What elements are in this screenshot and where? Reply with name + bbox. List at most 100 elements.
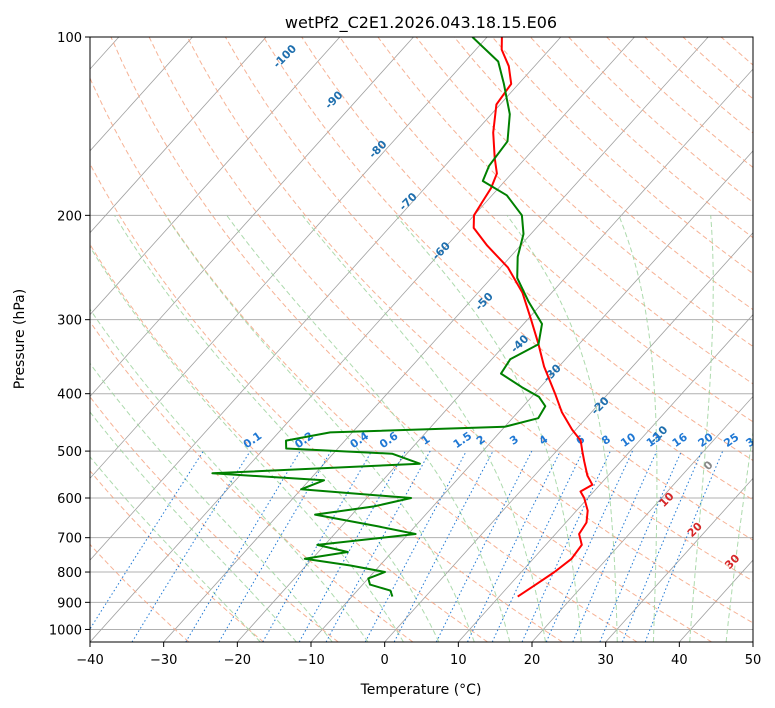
isotherm-line	[90, 37, 562, 561]
dry-adiabat-line	[90, 162, 563, 642]
dry-adiabat-line	[568, 37, 753, 203]
mixing-ratio-line	[621, 450, 703, 642]
mixing-ratio-line	[644, 450, 724, 642]
isotherm-line	[384, 232, 753, 642]
isotherm-line	[531, 395, 753, 642]
isotherm-line	[458, 313, 753, 642]
x-axis-ticks: −40 −30 −20 −10 0 10 20 30 40 50	[76, 642, 761, 668]
y-tick-label: 1000	[49, 623, 82, 638]
x-tick-label: −20	[224, 653, 251, 668]
isotherm-line	[90, 37, 193, 152]
x-tick-label: 50	[745, 653, 762, 668]
dry-adiabat-line	[90, 76, 638, 642]
dry-adiabat-label: -80	[366, 138, 389, 161]
moist-adiabat-line	[90, 411, 297, 642]
dry-adiabat-label: -20	[589, 394, 612, 417]
dry-adiabat-line	[110, 37, 712, 642]
mixing-ratio-line	[545, 450, 633, 642]
mixing-ratio-label: 8	[599, 433, 613, 448]
dry-adiabat-line	[90, 543, 190, 642]
dry-adiabat-line	[263, 37, 753, 501]
mixing-ratio-line	[467, 450, 561, 642]
dry-adiabat-line	[90, 396, 339, 642]
y-tick-label: 800	[57, 566, 82, 581]
mixing-ratio-label: 30	[743, 430, 763, 450]
isotherm-line	[90, 37, 488, 479]
dry-adiabat-line	[90, 320, 414, 642]
y-tick-label: 600	[57, 492, 82, 507]
dry-adiabat-line	[90, 470, 264, 642]
isotherm-line	[90, 37, 414, 398]
mixing-ratio-line	[90, 450, 204, 630]
mixing-ratio-label: 1	[419, 433, 433, 448]
mixing-ratio-lines	[90, 450, 724, 642]
chart-title: wetPf2_C2E1.2026.043.18.15.E06	[285, 13, 557, 33]
temperature-profile-line	[472, 37, 594, 598]
mixing-ratio-line	[185, 450, 301, 642]
isotherm-gridlines	[90, 37, 753, 642]
dry-adiabat-line	[606, 37, 753, 169]
isotherm-line	[90, 37, 635, 642]
mixing-ratio-label: 16	[670, 430, 690, 450]
moist-adiabat-label: 10	[657, 490, 677, 510]
y-tick-label: 500	[57, 445, 82, 460]
moist-adiabat-line	[90, 245, 404, 642]
y-tick-label: 300	[57, 314, 82, 329]
x-tick-label: 40	[671, 653, 688, 668]
dewpoint-profile-line	[211, 37, 547, 597]
y-axis-label: Pressure (hPa)	[12, 289, 28, 389]
mixing-ratio-line	[325, 450, 431, 642]
dry-adiabat-line	[224, 37, 753, 541]
moist-adiabat-line	[226, 215, 511, 642]
moist-adiabat-label: 20	[685, 520, 705, 540]
y-tick-label: 400	[57, 388, 82, 403]
mixing-ratio-label: 4	[537, 432, 551, 447]
dry-adiabat-label: -40	[508, 332, 531, 355]
dry-adiabat-line	[186, 37, 753, 582]
mixing-ratio-label: 0.1	[241, 429, 264, 451]
isotherm-line	[90, 37, 341, 316]
dry-adiabat-line	[339, 37, 753, 423]
x-tick-label: −10	[297, 653, 324, 668]
dry-adiabat-line	[644, 37, 753, 134]
dry-adiabat-label: -90	[322, 88, 345, 111]
y-tick-label: 200	[57, 209, 82, 224]
mixing-ratio-line	[131, 450, 251, 642]
plot-frame	[89, 36, 754, 643]
x-axis-label: Temperature (°C)	[360, 682, 482, 698]
moist-adiabat-line	[90, 362, 333, 642]
dry-adiabat-line	[720, 37, 753, 66]
dry-adiabat-label: -70	[397, 190, 420, 213]
moist-adiabat-line	[689, 215, 714, 642]
profile-series	[211, 37, 594, 598]
moist-adiabat-line	[90, 308, 369, 642]
plot-area: -100-90-80-70-60-50-40-30-20-1000.1 0.2 0.…	[90, 37, 775, 642]
moist-adiabat-line	[90, 456, 261, 642]
dry-adiabat-line	[377, 37, 753, 385]
x-tick-label: 20	[524, 653, 541, 668]
moist-adiabat-line	[301, 214, 546, 642]
x-tick-label: 0	[381, 653, 389, 668]
mixing-ratio-line	[435, 450, 533, 642]
mixing-ratio-label: 20	[696, 430, 716, 450]
mixing-ratio-label: 10	[618, 430, 638, 450]
mixing-ratio-line	[364, 450, 467, 642]
x-tick-label: −30	[150, 653, 177, 668]
moist-adiabat-line	[725, 428, 753, 642]
dry-adiabats	[90, 37, 775, 642]
y-tick-label: 100	[57, 31, 82, 46]
moist-adiabat-line	[164, 215, 475, 642]
mixing-ratio-line	[521, 450, 611, 642]
isotherm-line	[90, 37, 267, 234]
dry-adiabat-line	[759, 37, 775, 642]
x-tick-label: 30	[597, 653, 614, 668]
moist-adiabats	[90, 214, 753, 642]
mixing-ratio-line	[599, 450, 682, 642]
y-axis-ticks: 100 200 300 400 500 600 700 800 900 1000	[49, 31, 90, 638]
moist-adiabat-line	[506, 215, 618, 642]
x-tick-label: −40	[76, 653, 103, 668]
isotherm-line	[752, 641, 753, 642]
dry-adiabat-line	[453, 37, 753, 311]
moist-adiabat-line	[114, 215, 440, 642]
